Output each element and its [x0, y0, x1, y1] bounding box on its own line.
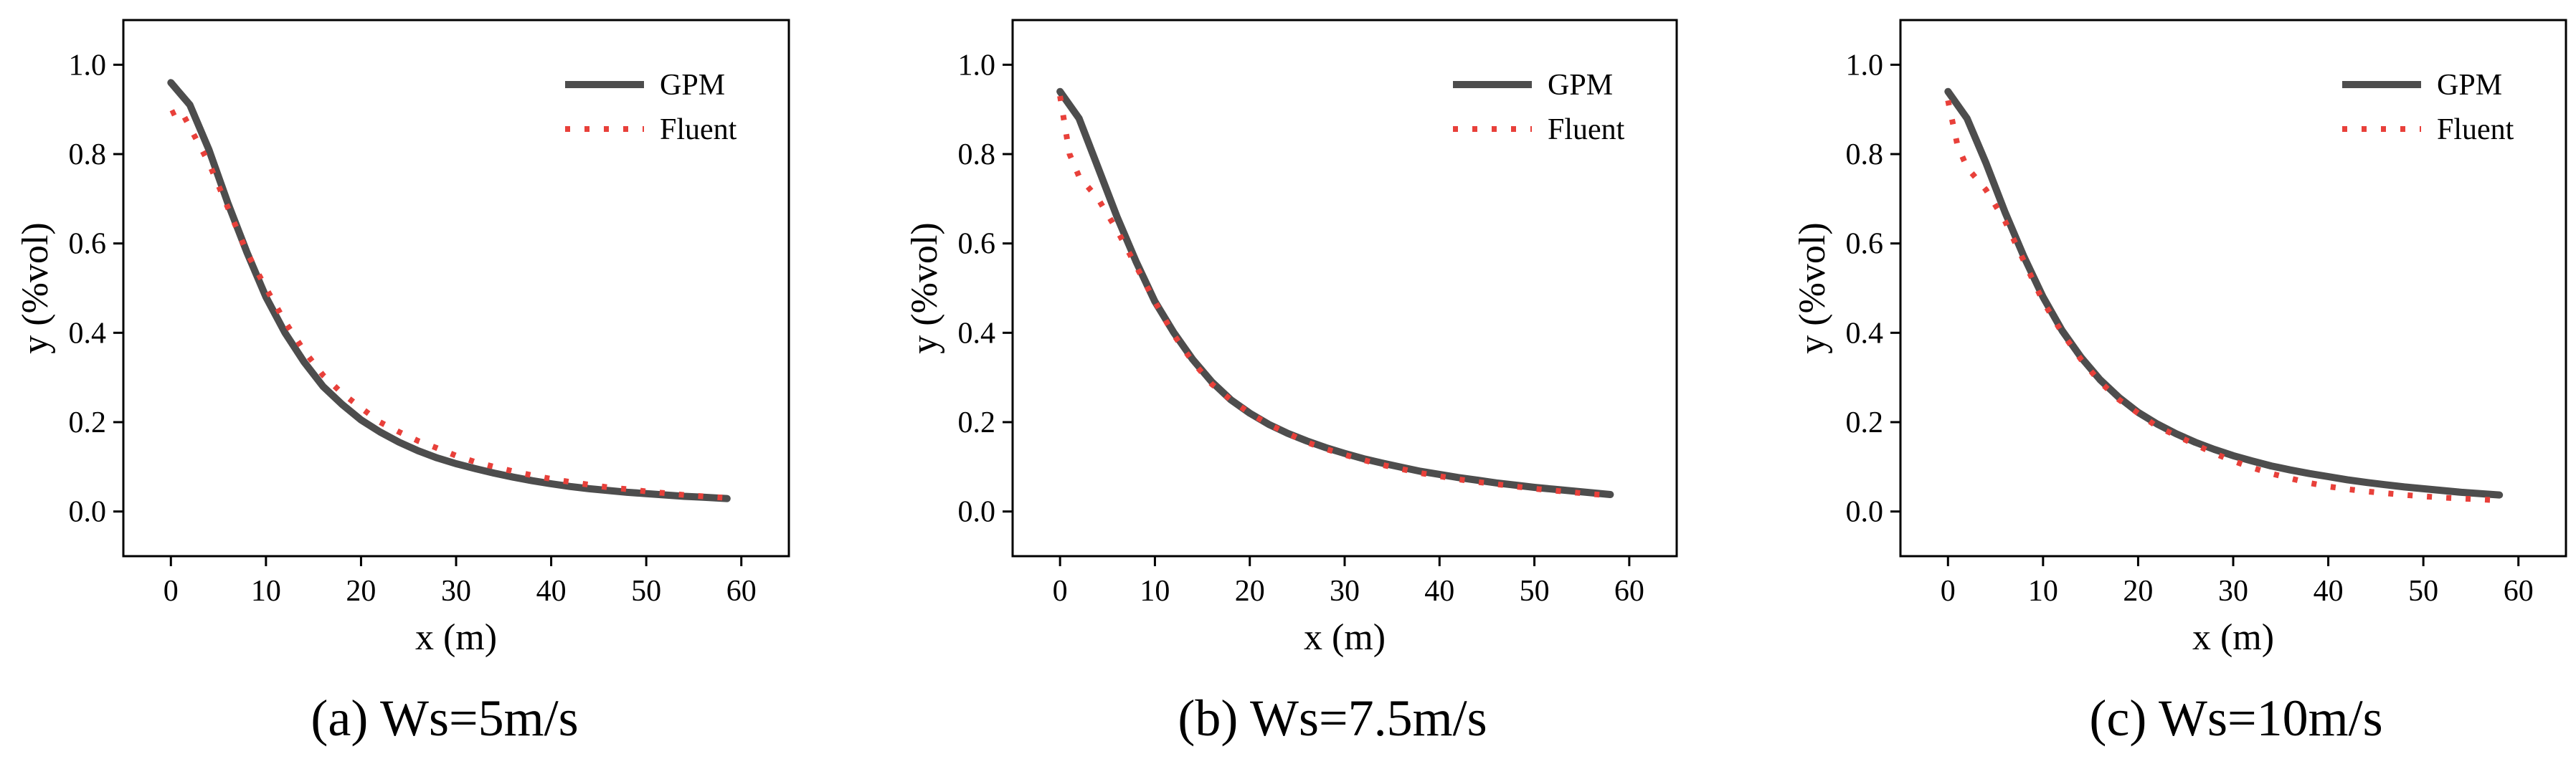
y-tick-label: 0.8 [69, 138, 107, 171]
x-tick-label: 60 [2504, 575, 2534, 608]
legend-fluent-label: Fluent [1548, 113, 1625, 146]
y-axis-label: y (%vol) [904, 222, 945, 353]
x-tick-label: 20 [1235, 575, 1265, 608]
y-axis-label: y (%vol) [1792, 222, 1833, 353]
x-tick-label: 0 [1053, 575, 1068, 608]
legend-gpm-label: GPM [660, 69, 725, 102]
x-axis-label: x (m) [415, 617, 497, 658]
y-tick-label: 0.0 [958, 496, 996, 529]
x-tick-label: 50 [631, 575, 661, 608]
x-tick-label: 0 [164, 575, 179, 608]
panel-caption: (a) Ws=5m/s [311, 689, 578, 747]
panel-caption: (c) Ws=10m/s [2089, 689, 2382, 747]
y-tick-label: 0.2 [69, 406, 107, 439]
x-tick-label: 30 [441, 575, 471, 608]
x-tick-label: 30 [1330, 575, 1360, 608]
x-axis-label: x (m) [1304, 617, 1386, 658]
y-axis-label: y (%vol) [15, 222, 56, 353]
y-tick-label: 0.6 [69, 228, 107, 261]
x-tick-label: 60 [1614, 575, 1644, 608]
y-tick-label: 0.4 [958, 317, 996, 350]
x-tick-label: 40 [1424, 575, 1454, 608]
x-tick-label: 30 [2218, 575, 2248, 608]
series-gpm-line [1944, 87, 2504, 499]
y-tick-label: 0.2 [958, 406, 996, 439]
legend-gpm-label: GPM [1548, 69, 1613, 102]
series-fluent-line [169, 105, 723, 501]
series-gpm-line [167, 79, 731, 502]
y-tick-label: 0.8 [1846, 138, 1884, 171]
x-tick-label: 10 [1140, 575, 1170, 608]
chart-panel-b: 0 10 20 30 40 50 60 0.0 0.2 0.4 0.6 0.8 1.0 x (m) y (%… [904, 19, 1678, 747]
x-tick-label: 40 [2314, 575, 2344, 608]
x-tick-label: 0 [1941, 575, 1956, 608]
x-tick-label: 60 [726, 575, 757, 608]
x-tick-label: 50 [1520, 575, 1550, 608]
y-tick-label: 0.4 [1846, 317, 1884, 350]
panel-caption: (b) Ws=7.5m/s [1178, 689, 1487, 747]
x-tick-label: 10 [251, 575, 281, 608]
series-fluent-line [1057, 95, 1611, 499]
y-tick-label: 0.8 [958, 138, 996, 171]
y-tick-label: 0.6 [958, 228, 996, 261]
x-axis-label: x (m) [2192, 617, 2274, 658]
y-tick-label: 0.0 [1846, 496, 1884, 529]
legend-fluent-label: Fluent [2437, 113, 2514, 146]
y-tick-label: 1.0 [1846, 49, 1884, 82]
series-gpm-line [1056, 87, 1614, 498]
legend-gpm-label: GPM [2437, 69, 2502, 102]
x-tick-label: 50 [2408, 575, 2438, 608]
x-tick-label: 20 [2123, 575, 2153, 608]
y-tick-label: 1.0 [958, 49, 996, 82]
chart-panel-c: 0 10 20 30 40 50 60 0.0 0.2 0.4 0.6 0.8 1.0 x (m) y (%… [1792, 19, 2567, 747]
y-tick-label: 0.4 [69, 317, 107, 350]
x-tick-label: 20 [346, 575, 376, 608]
y-tick-label: 0.6 [1846, 228, 1884, 261]
legend-fluent-label: Fluent [660, 113, 737, 146]
y-tick-label: 1.0 [69, 49, 107, 82]
series-fluent-line [1945, 100, 2500, 504]
chart-panel-a: 0 10 20 30 40 50 60 0.0 0.2 0.4 0.6 0.8 1.0 x (m) y (%… [15, 19, 790, 747]
x-tick-label: 40 [536, 575, 567, 608]
y-tick-label: 0.0 [69, 496, 107, 529]
x-tick-label: 10 [2028, 575, 2058, 608]
y-tick-label: 0.2 [1846, 406, 1884, 439]
